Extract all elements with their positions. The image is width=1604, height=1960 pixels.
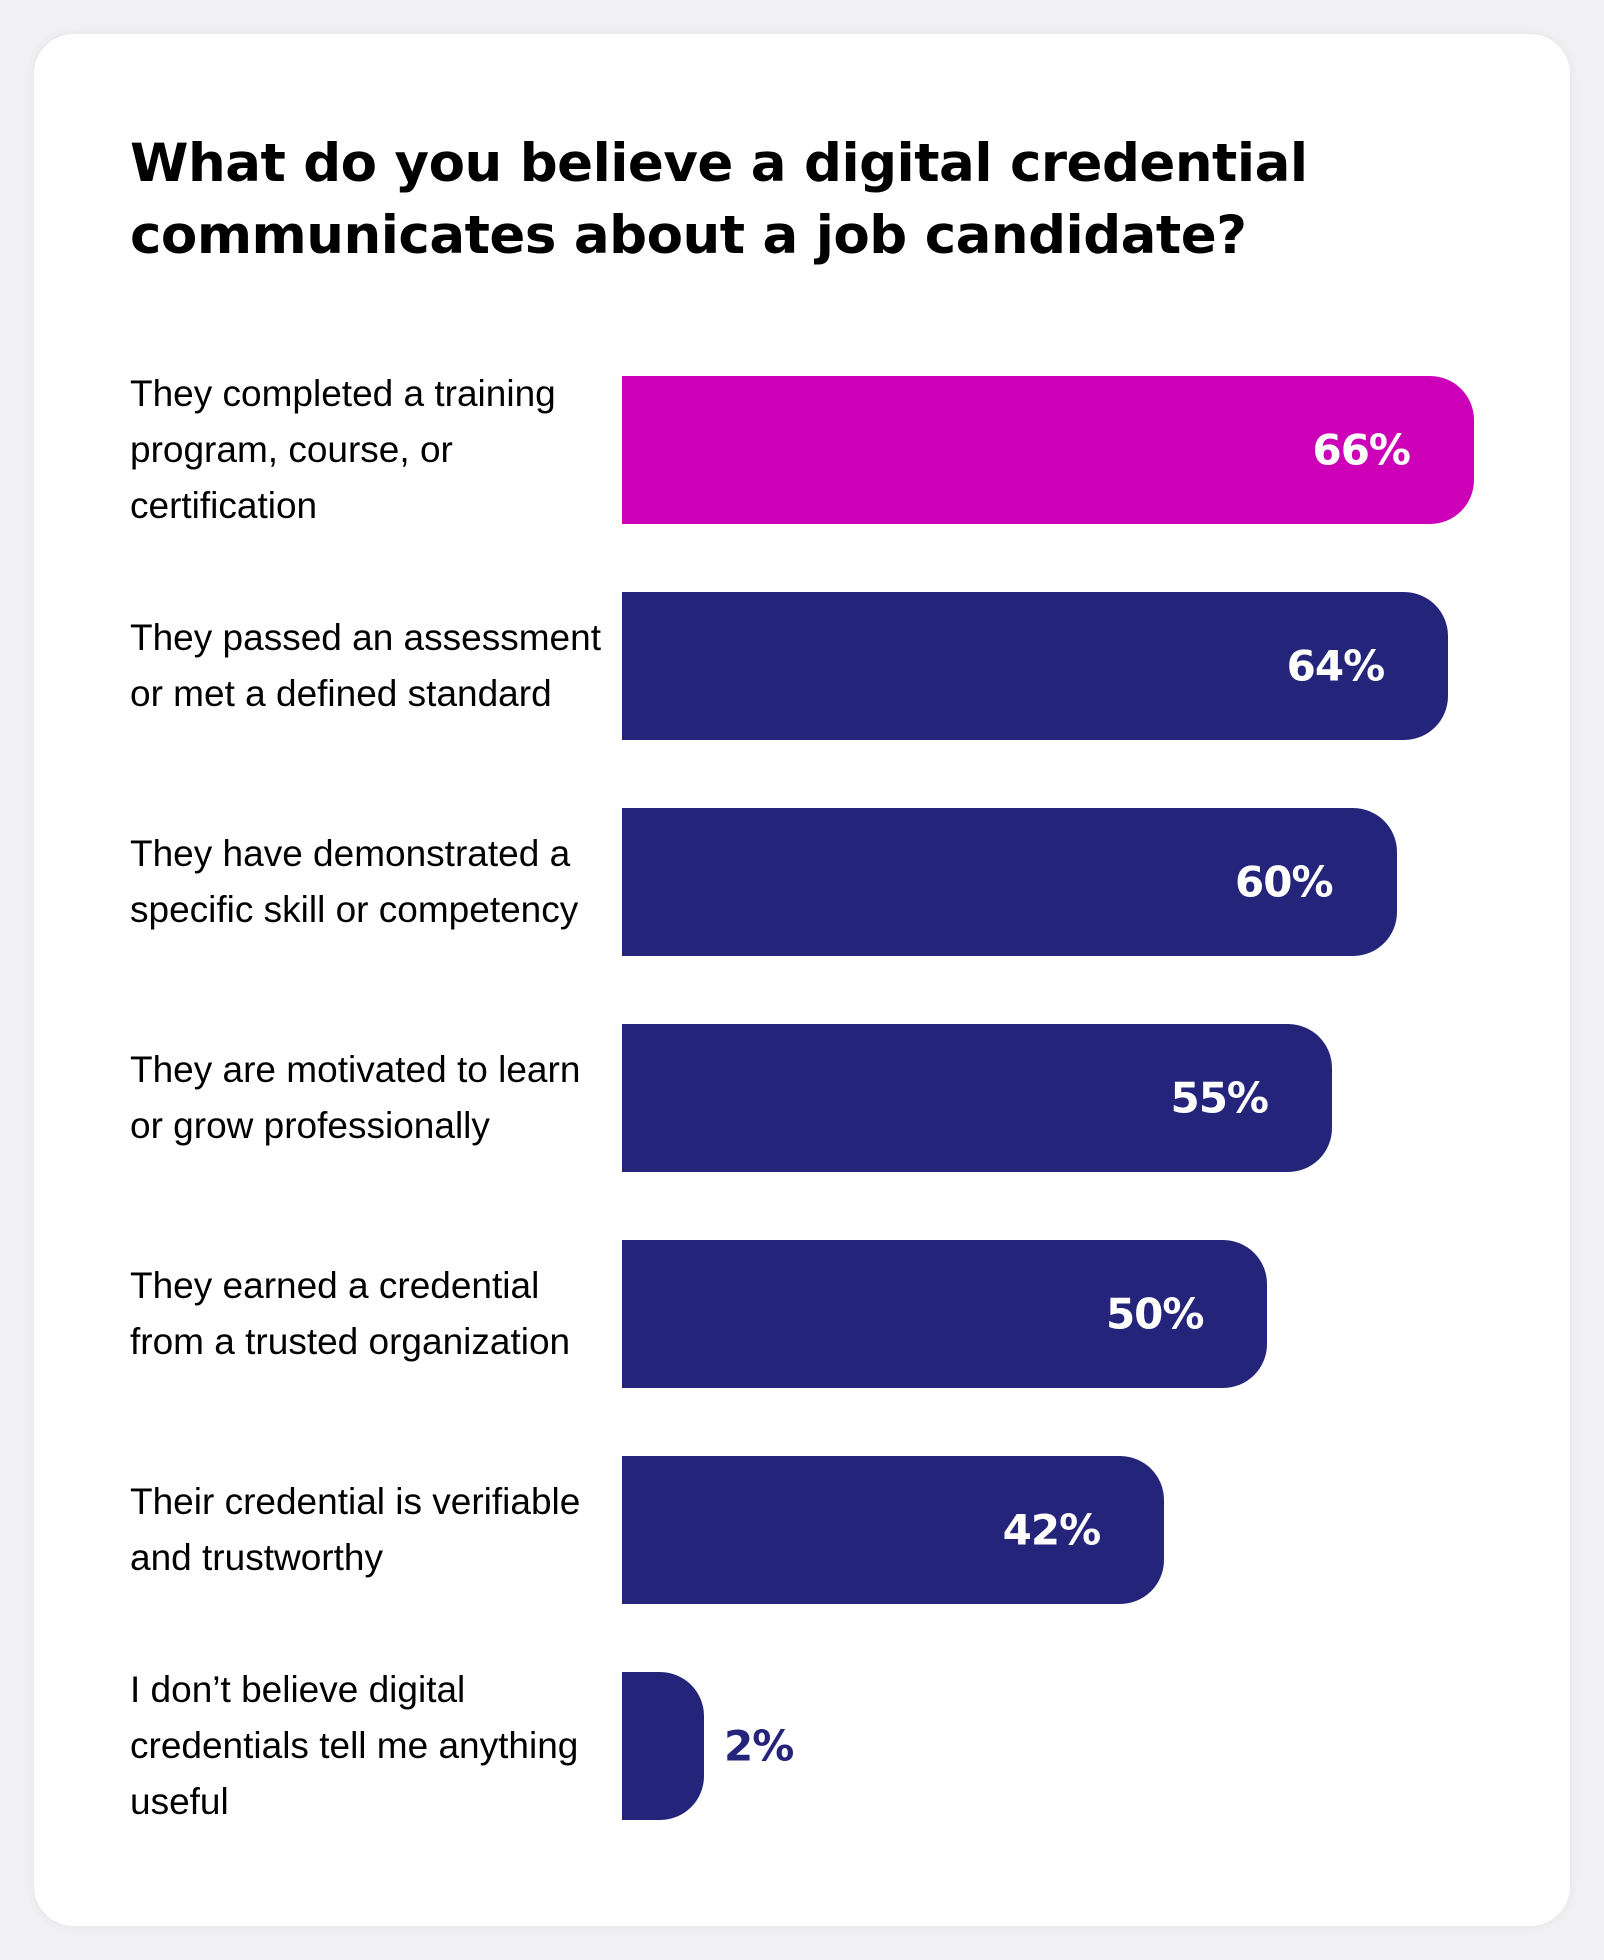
value-label: 64%	[1286, 641, 1386, 691]
bar-row: They earned a credential from a trusted …	[0, 1240, 1604, 1388]
bar-row: They completed a training program, cours…	[0, 373, 1604, 526]
bar	[622, 1240, 1268, 1388]
bar	[622, 376, 1474, 524]
bar-row: Their credential is verifiable and trust…	[0, 1456, 1604, 1604]
value-label: 42%	[1002, 1505, 1102, 1555]
bar	[622, 1456, 1165, 1604]
chart-title: What do you believe a digital credential…	[130, 133, 1308, 266]
bar-row: They have demonstrated a specific skill …	[0, 808, 1604, 956]
bar	[622, 1024, 1332, 1172]
category-label: They are motivated to learn or grow prof…	[130, 1049, 581, 1146]
value-label: 66%	[1312, 425, 1411, 475]
value-label: 60%	[1235, 857, 1334, 907]
category-label: I don’t believe digital credentials tell…	[130, 1669, 579, 1822]
bar	[622, 592, 1449, 740]
value-label: 2%	[724, 1721, 794, 1771]
bar-row: I don’t believe digital credentials tell…	[0, 1669, 1604, 1822]
bar-row: They are motivated to learn or grow prof…	[0, 1024, 1604, 1172]
category-label: They completed a training program, cours…	[130, 373, 556, 526]
category-label: They passed an assessment or met a defin…	[130, 617, 601, 714]
category-label: They have demonstrated a specific skill …	[130, 833, 579, 930]
category-label: They earned a credential from a trusted …	[130, 1265, 571, 1362]
bar	[622, 808, 1397, 956]
bar	[622, 1672, 704, 1820]
bar-row: They passed an assessment or met a defin…	[0, 592, 1604, 740]
value-label: 55%	[1170, 1073, 1269, 1123]
chart-card	[34, 34, 1570, 1926]
category-label: Their credential is verifiable and trust…	[130, 1481, 581, 1578]
value-label: 50%	[1105, 1289, 1205, 1339]
